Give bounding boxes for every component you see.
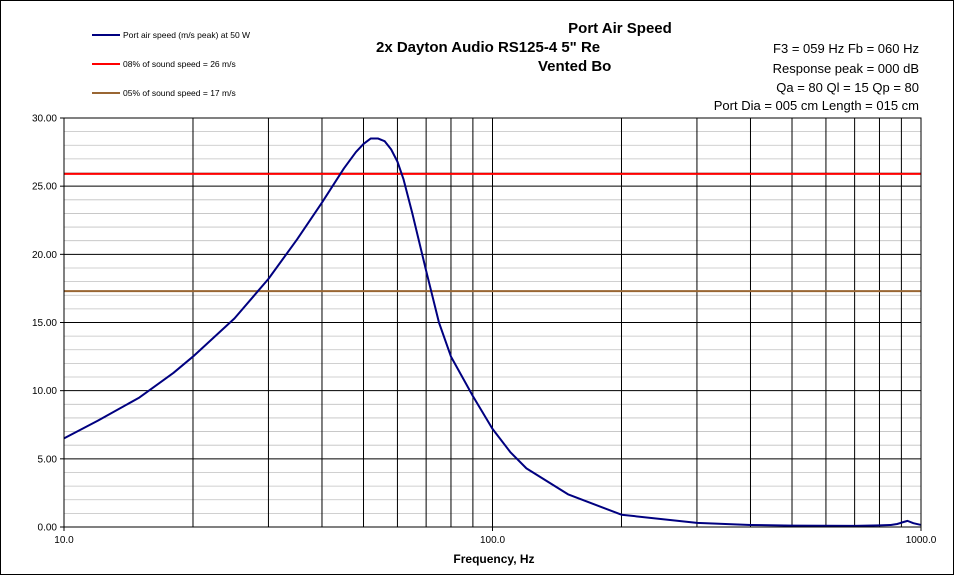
series-lines xyxy=(63,137,922,527)
y-tick-label: 5.00 xyxy=(38,454,58,465)
x-tick-labels: 10.0 100.0 1000.0 xyxy=(54,527,937,546)
y-tick-label: 25.00 xyxy=(32,182,57,193)
y-tick-label: 30.00 xyxy=(32,114,57,125)
spec-f3-fb: F3 = 059 Hz Fb = 060 Hz xyxy=(773,41,919,56)
y-tick-label: 10.00 xyxy=(32,386,57,397)
y-tick-label: 20.00 xyxy=(32,250,57,261)
y-tick-label: 15.00 xyxy=(32,318,57,329)
legend-label-5-percent-sound-speed: 05% of sound speed = 17 m/s xyxy=(123,88,236,98)
spec-response-peak: Response peak = 000 dB xyxy=(773,61,919,76)
major-gridlines xyxy=(64,118,921,527)
x-tick-label: 1000.0 xyxy=(906,535,937,546)
chart-title-line-2: 2x Dayton Audio RS125-4 5" Re xyxy=(376,39,600,56)
x-tick-label: 100.0 xyxy=(480,535,505,546)
legend-label-8-percent-sound-speed: 08% of sound speed = 26 m/s xyxy=(123,59,236,69)
specs-box xyxy=(620,38,920,117)
spec-q-values: Qa = 80 Ql = 15 Qp = 80 xyxy=(776,80,919,95)
chart-title-line-3: Vented Bo xyxy=(538,58,611,75)
series-port-air-speed xyxy=(63,137,922,527)
x-tick-label: 10.0 xyxy=(54,535,74,546)
y-tick-label: 0.00 xyxy=(38,523,58,534)
legend: Port air speed (m/s peak) at 50 W 08% of… xyxy=(92,30,250,98)
legend-label-port-air-speed: Port air speed (m/s peak) at 50 W xyxy=(123,30,250,40)
y-tick-labels: 0.00 5.00 10.00 15.00 20.00 25.00 30.00 xyxy=(32,114,64,534)
chart-title-line-1: Port Air Speed xyxy=(568,20,672,37)
x-axis-label: Frequency, Hz xyxy=(453,552,534,566)
spec-port-dimensions: Port Dia = 005 cm Length = 015 cm xyxy=(714,98,919,113)
